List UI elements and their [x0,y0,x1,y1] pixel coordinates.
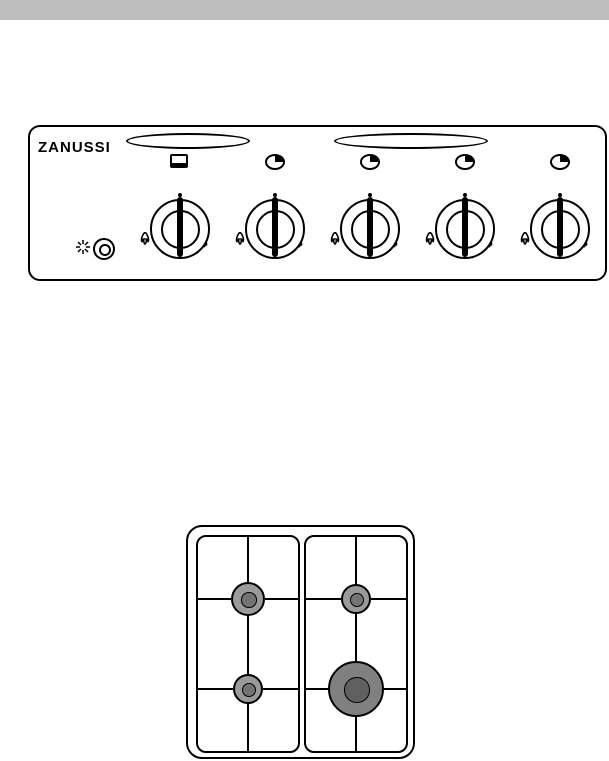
grate-bar [198,688,233,690]
vent-slot [334,133,488,149]
grate-bar [265,598,298,600]
brand-label: ZANUSSI [38,139,111,156]
grate-bar [355,717,357,751]
burner-small-icon [550,154,570,170]
burner-cap [241,592,257,608]
grate-bar [306,688,328,690]
pan-support-grate [196,535,300,753]
burner-small-icon [360,154,380,170]
grate-bar [384,688,406,690]
control-knob[interactable] [435,199,495,259]
ignition-button[interactable] [93,238,115,260]
hob-burner [231,582,265,616]
grate-bar [198,598,231,600]
oven-icon [170,154,188,168]
spark-icon [76,240,90,254]
pan-support-grate [304,535,408,753]
control-panel: ZANUSSI [28,125,607,281]
control-knob[interactable] [530,199,590,259]
vent-slot [126,133,250,149]
hob-top-view [186,525,415,759]
burner-cap [242,683,256,697]
burner-cap [344,677,369,702]
control-knob[interactable] [150,199,210,259]
control-knob[interactable] [340,199,400,259]
hob-burner [341,584,371,614]
grate-bar [247,704,249,751]
burner-cap [350,593,364,607]
burner-small-icon [265,154,285,170]
grate-bar [371,598,406,600]
top-gray-bar [0,0,609,20]
control-knob[interactable] [245,199,305,259]
grate-bar [263,688,298,690]
burner-large-icon [455,154,475,170]
grate-bar [306,598,341,600]
hob-burner [328,661,384,717]
page: ZANUSSI [0,0,609,761]
hob-burner [233,674,263,704]
